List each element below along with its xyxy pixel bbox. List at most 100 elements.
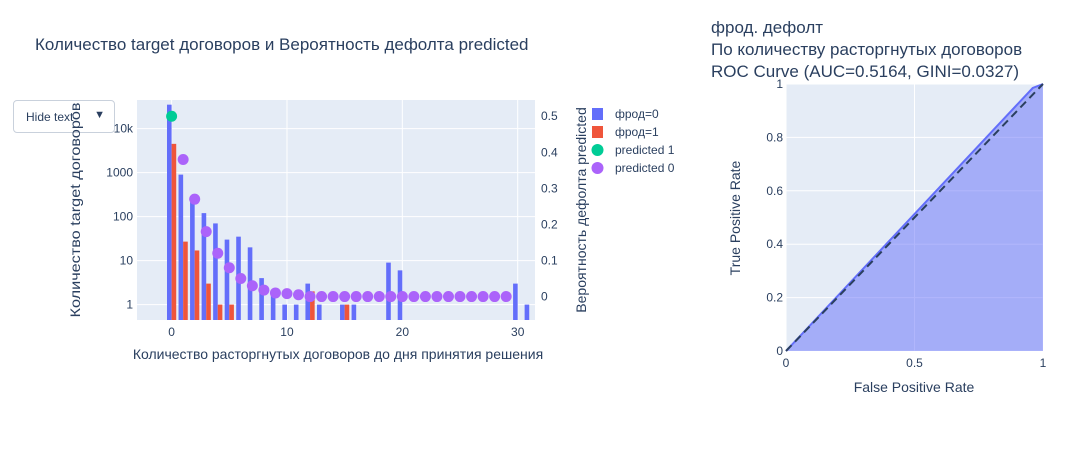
bar-fraud0: [166, 104, 172, 320]
point-predicted-1: [166, 110, 178, 122]
point-predicted-0: [293, 289, 305, 301]
right-x-tick-label: 0: [783, 356, 790, 370]
bar-fraud0: [282, 304, 287, 320]
bar-fraud0: [224, 239, 230, 320]
right-y-tick-label: 0.2: [766, 291, 783, 305]
point-predicted-0: [212, 247, 224, 259]
point-predicted-0: [454, 291, 466, 303]
bar-fraud0: [305, 283, 311, 320]
point-predicted-0: [235, 273, 247, 285]
left-y2-axis-label: Вероятность дефолта predicted: [573, 107, 589, 312]
right-x-tick-labels: 0 0.5 1: [783, 356, 1047, 370]
bar-fraud0: [351, 304, 357, 320]
point-predicted-0: [304, 291, 316, 303]
bar-fraud0: [190, 196, 195, 320]
point-predicted-0: [373, 291, 385, 303]
dropdown-arrow-icon: ▼: [94, 109, 105, 121]
bar-fraud1: [344, 304, 350, 320]
point-predicted-0: [200, 226, 212, 238]
point-predicted-0: [258, 284, 270, 296]
legend-swatch: [592, 108, 603, 120]
right-y-tick-label: 0.4: [766, 237, 783, 251]
point-predicted-0: [327, 291, 339, 303]
bar-fraud1: [171, 143, 177, 320]
point-predicted-0: [177, 154, 189, 166]
right-y-axis-label: True Positive Rate: [727, 160, 743, 275]
point-predicted-0: [350, 291, 362, 303]
left-x-tick-labels: 0 10 20 30: [168, 325, 524, 339]
left-x-tick-label: 20: [396, 325, 410, 339]
point-predicted-0: [408, 291, 420, 303]
left-y2-tick-label: 0.4: [541, 145, 558, 159]
legend-label: фрод=0: [615, 107, 659, 121]
bar-fraud0: [213, 223, 218, 320]
point-predicted-0: [477, 291, 489, 303]
right-y-tick-label: 1: [776, 77, 783, 91]
bar-fraud1: [310, 291, 315, 320]
point-predicted-0: [189, 193, 201, 205]
roc-curve-line: [785, 83, 1044, 352]
right-y-tick-label: 0.8: [766, 130, 783, 144]
left-y-axis-label: Количество target договоров: [67, 103, 83, 318]
left-x-tick-label: 10: [280, 325, 294, 339]
bar-fraud0: [386, 262, 391, 320]
left-x-tick-label: 0: [168, 325, 175, 339]
legend-swatch: [591, 162, 604, 174]
point-predicted-0: [316, 291, 328, 303]
point-predicted-0: [396, 291, 408, 303]
left-x-axis-label: Количество расторгнутых договоров до дня…: [133, 346, 543, 362]
point-predicted-0: [339, 291, 351, 303]
random-diagonal-line: [785, 83, 1044, 352]
bar-fraud1: [206, 283, 211, 320]
bar-fraud0: [178, 174, 184, 320]
right-chart: фрод. дефолт По количеству расторгнутых …: [711, 18, 1047, 395]
left-y2-tick-label: 0.3: [541, 181, 558, 195]
left-y2-tick-label: 0.1: [541, 253, 558, 267]
bar-fraud0: [270, 291, 276, 320]
point-predicted-0: [246, 280, 258, 292]
left-y2-tick-label: 0.5: [541, 109, 558, 123]
point-predicted-0: [466, 291, 478, 303]
point-predicted-0: [269, 287, 281, 299]
left-y-tick-labels: 1 10 100 1000 10k: [106, 122, 134, 312]
point-predicted-0: [442, 291, 454, 303]
left-chart-title: Количество target договоров и Вероятност…: [35, 35, 529, 54]
left-y2-tick-label: 0: [541, 290, 548, 304]
bar-fraud1: [194, 250, 200, 320]
bar-fraud1: [217, 304, 223, 320]
bar-fraud0: [201, 213, 207, 320]
right-x-tick-label: 0.5: [906, 356, 923, 370]
right-y-tick-label: 0.6: [766, 184, 783, 198]
right-x-tick-label: 1: [1040, 356, 1047, 370]
legend-label: фрод=1: [615, 125, 659, 139]
legend: фрод=0 фрод=1 predicted 1 predicted 0: [591, 107, 675, 175]
roc-title-line-1: фрод. дефолт: [711, 18, 823, 37]
left-chart: Количество target договоров и Вероятност…: [35, 35, 675, 362]
bar-fraud0: [316, 304, 322, 320]
right-y-tick-label: 0: [776, 344, 783, 358]
left-y-tick-label: 1: [126, 298, 133, 312]
bar-fraud0: [340, 304, 345, 320]
legend-swatch: [591, 144, 604, 156]
right-y-tick-labels: 0 0.2 0.4 0.6 0.8 1: [766, 77, 783, 358]
point-predicted-0: [385, 291, 397, 303]
legend-label: predicted 0: [615, 161, 675, 175]
left-gridlines: [137, 100, 535, 320]
left-y-tick-label: 100: [113, 210, 133, 224]
left-x-tick-label: 30: [511, 325, 525, 339]
bar-fraud0: [524, 304, 530, 320]
point-predicted-0: [431, 291, 443, 303]
left-y-tick-label: 10k: [114, 122, 134, 136]
left-y2-tick-labels: 0 0.1 0.2 0.3 0.4 0.5: [541, 109, 558, 303]
dropdown-label: Hide text: [26, 110, 74, 124]
roc-title-line-3: ROC Curve (AUC=0.5164, GINI=0.0327): [711, 62, 1019, 81]
bar-fraud0: [513, 283, 518, 320]
point-predicted-0: [281, 288, 293, 300]
left-y-tick-label: 10: [120, 254, 134, 268]
point-predicted-0: [500, 291, 512, 303]
bar-fraud0: [293, 304, 299, 320]
bar-fraud0: [259, 278, 264, 320]
hide-text-dropdown[interactable]: Hide text ▼: [13, 100, 115, 133]
bar-fraud1: [229, 304, 234, 320]
